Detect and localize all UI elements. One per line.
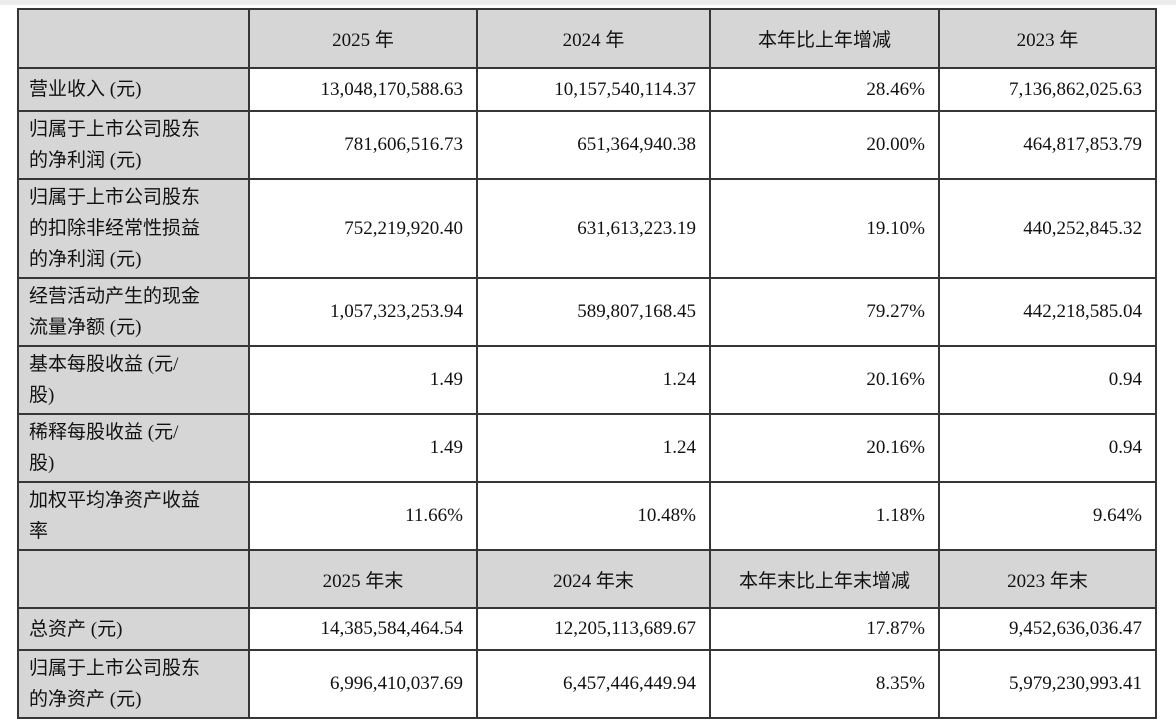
table-row: 归属于上市公司股东 的扣除非经常性损益 的净利润 (元) 752,219,920.… — [17, 178, 1157, 279]
value-cell: 1,057,323,253.94 — [248, 277, 478, 347]
table-row: 加权平均净资产收益 率 11.66% 10.48% 1.18% 9.64% — [17, 481, 1157, 551]
row-label-cell: 营业收入 (元) — [17, 67, 250, 112]
row-label-cell: 归属于上市公司股东 的扣除非经常性损益 的净利润 (元) — [17, 178, 250, 279]
value-cell: 9.64% — [938, 481, 1157, 551]
row-label-cell: 归属于上市公司股东 的净资产 (元) — [17, 649, 250, 719]
row-label-cell: 稀释每股收益 (元/ 股) — [17, 413, 250, 483]
table-row: 经营活动产生的现金 流量净额 (元) 1,057,323,253.94 589,80… — [17, 277, 1157, 347]
financial-summary-table: 2025 年 2024 年本年比上年增减 2023 年营业收入 (元) 13,048,… — [17, 8, 1157, 719]
value-cell: 14,385,584,464.54 — [248, 607, 478, 651]
value-cell: 781,606,516.73 — [248, 110, 478, 180]
value-cell: 20.16% — [709, 413, 940, 483]
row-label-cell: 加权平均净资产收益 率 — [17, 481, 250, 551]
value-cell: 1.18% — [709, 481, 940, 551]
header-empty-cell — [17, 8, 250, 69]
value-cell: 1.49 — [248, 345, 478, 415]
value-cell: 1.49 — [248, 413, 478, 483]
header-cell: 2025 年 — [248, 8, 478, 69]
value-cell: 7,136,862,025.63 — [938, 67, 1157, 112]
header-empty-cell — [17, 549, 250, 609]
header-cell: 2024 年末 — [476, 549, 711, 609]
row-label-cell: 经营活动产生的现金 流量净额 (元) — [17, 277, 250, 347]
table-row: 稀释每股收益 (元/ 股) 1.49 1.24 20.16% 0.94 — [17, 413, 1157, 483]
value-cell: 79.27% — [709, 277, 940, 347]
table-row: 归属于上市公司股东 的净资产 (元) 6,996,410,037.69 6,457,… — [17, 649, 1157, 719]
value-cell: 19.10% — [709, 178, 940, 279]
value-cell: 8.35% — [709, 649, 940, 719]
value-cell: 651,364,940.38 — [476, 110, 711, 180]
header-cell: 2024 年 — [476, 8, 711, 69]
value-cell: 440,252,845.32 — [938, 178, 1157, 279]
table-header-row: 2025 年末 2024 年末 本年末比上年末增减 2023 年末 — [17, 549, 1157, 609]
value-cell: 589,807,168.45 — [476, 277, 711, 347]
row-label-cell: 归属于上市公司股东 的净利润 (元) — [17, 110, 250, 180]
table-row: 基本每股收益 (元/ 股) 1.49 1.24 20.16% 0.94 — [17, 345, 1157, 415]
value-cell: 17.87% — [709, 607, 940, 651]
value-cell: 28.46% — [709, 67, 940, 112]
value-cell: 6,996,410,037.69 — [248, 649, 478, 719]
row-label-cell: 基本每股收益 (元/ 股) — [17, 345, 250, 415]
value-cell: 13,048,170,588.63 — [248, 67, 478, 112]
value-cell: 631,613,223.19 — [476, 178, 711, 279]
header-cell: 本年比上年增减 — [709, 8, 940, 69]
value-cell: 1.24 — [476, 413, 711, 483]
row-label-cell: 总资产 (元) — [17, 607, 250, 651]
value-cell: 12,205,113,689.67 — [476, 607, 711, 651]
value-cell: 11.66% — [248, 481, 478, 551]
header-cell: 2025 年末 — [248, 549, 478, 609]
value-cell: 20.00% — [709, 110, 940, 180]
value-cell: 6,457,446,449.94 — [476, 649, 711, 719]
value-cell: 0.94 — [938, 345, 1157, 415]
header-cell: 2023 年 — [938, 8, 1157, 69]
value-cell: 752,219,920.40 — [248, 178, 478, 279]
table-row: 归属于上市公司股东 的净利润 (元) 781,606,516.73 651,364,… — [17, 110, 1157, 180]
value-cell: 442,218,585.04 — [938, 277, 1157, 347]
header-cell: 本年末比上年末增减 — [709, 549, 940, 609]
header-cell: 2023 年末 — [938, 549, 1157, 609]
value-cell: 1.24 — [476, 345, 711, 415]
table-row: 营业收入 (元) 13,048,170,588.63 10,157,540,114.… — [17, 67, 1157, 112]
page-top-strip — [0, 0, 1176, 5]
value-cell: 0.94 — [938, 413, 1157, 483]
value-cell: 5,979,230,993.41 — [938, 649, 1157, 719]
financial-summary-table-body: 2025 年 2024 年本年比上年增减 2023 年营业收入 (元) 13,048,… — [17, 8, 1157, 719]
value-cell: 10,157,540,114.37 — [476, 67, 711, 112]
value-cell: 10.48% — [476, 481, 711, 551]
value-cell: 20.16% — [709, 345, 940, 415]
table-row: 总资产 (元) 14,385,584,464.54 12,205,113,689.6… — [17, 607, 1157, 651]
value-cell: 464,817,853.79 — [938, 110, 1157, 180]
table-header-row: 2025 年 2024 年本年比上年增减 2023 年 — [17, 8, 1157, 69]
value-cell: 9,452,636,036.47 — [938, 607, 1157, 651]
